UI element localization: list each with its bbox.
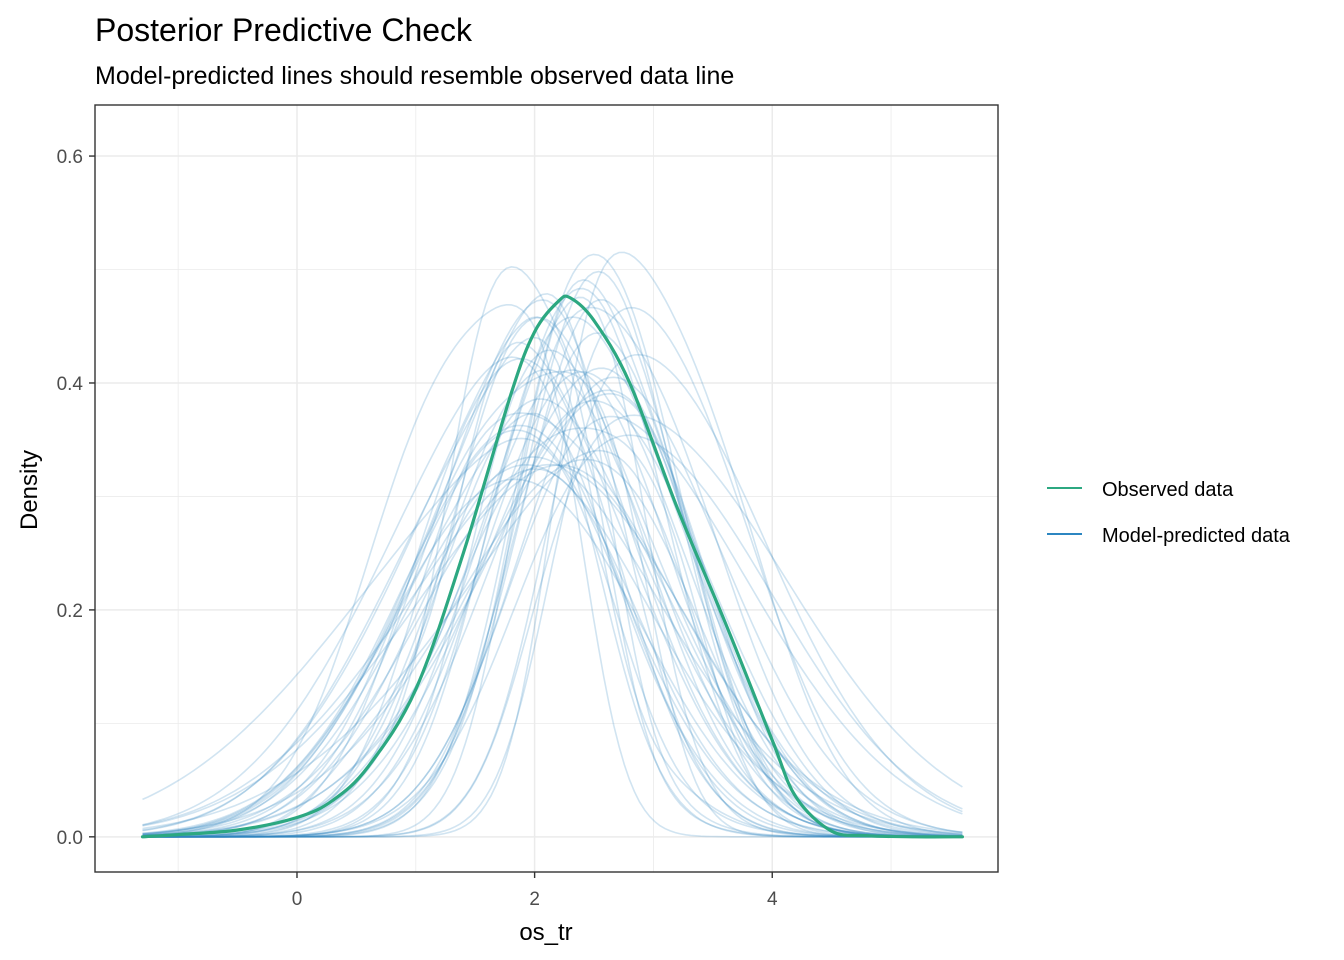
predicted-line <box>142 349 963 838</box>
predicted-line <box>142 468 963 838</box>
predicted-line <box>142 399 963 838</box>
panel-border <box>94 104 999 873</box>
x-tick-label: 2 <box>529 889 540 910</box>
predicted-line <box>142 306 963 838</box>
predicted-line <box>142 368 963 838</box>
predicted-line <box>142 412 963 838</box>
chart-title: Posterior Predictive Check <box>95 12 473 48</box>
predicted-line <box>142 353 963 838</box>
y-axis: 0.0 0.2 0.4 0.6 <box>57 147 95 849</box>
y-tick-label: 0.0 <box>57 828 83 849</box>
predicted-line <box>142 464 963 838</box>
legend-label-observed: Observed data <box>1102 479 1234 501</box>
x-axis: 0 2 4 <box>292 872 778 910</box>
predicted-line <box>142 251 963 838</box>
predicted-line <box>142 463 963 837</box>
predicted-line <box>142 370 963 838</box>
panel-background <box>95 105 998 872</box>
predicted-line <box>142 299 963 838</box>
predicted-line <box>142 437 963 838</box>
predicted-line <box>142 398 963 838</box>
predicted-line <box>142 287 963 838</box>
predicted-line <box>142 292 963 838</box>
predicted-line <box>142 429 963 838</box>
predicted-line <box>142 463 963 836</box>
chart-subtitle: Model-predicted lines should resemble ob… <box>95 62 734 90</box>
predicted-line <box>142 458 963 838</box>
grid-minor <box>95 105 998 872</box>
predicted-line <box>142 456 963 837</box>
predicted-line <box>142 316 963 838</box>
predicted-line <box>142 332 963 838</box>
plot-panel <box>94 104 999 873</box>
predicted-line <box>142 336 963 838</box>
predicted-line <box>142 415 963 838</box>
predicted-line <box>142 389 963 838</box>
predicted-line <box>142 427 963 838</box>
legend: Observed data Model-predicted data <box>1047 479 1291 547</box>
predicted-line <box>142 316 963 838</box>
predicted-line <box>142 412 963 838</box>
x-tick-label: 4 <box>767 889 778 910</box>
y-axis-title: Density <box>16 450 43 530</box>
y-tick-label: 0.6 <box>57 147 83 168</box>
x-tick-label: 0 <box>292 889 303 910</box>
predicted-line <box>142 414 963 838</box>
x-axis-title: os_tr <box>519 919 572 946</box>
y-tick-label: 0.2 <box>57 601 83 622</box>
predicted-line <box>142 434 963 838</box>
predicted-line <box>142 356 963 838</box>
predicted-line <box>142 376 963 838</box>
predicted-line <box>142 424 963 838</box>
predicted-line <box>142 299 963 838</box>
predicted-line <box>142 306 963 838</box>
legend-label-predicted: Model-predicted data <box>1102 525 1291 547</box>
observed-line <box>140 294 964 839</box>
predicted-line <box>142 367 963 838</box>
predicted-line <box>142 370 963 838</box>
predicted-line <box>142 303 963 838</box>
y-tick-label: 0.4 <box>57 374 84 395</box>
predicted-line <box>142 278 963 838</box>
predicted-line <box>142 369 963 838</box>
